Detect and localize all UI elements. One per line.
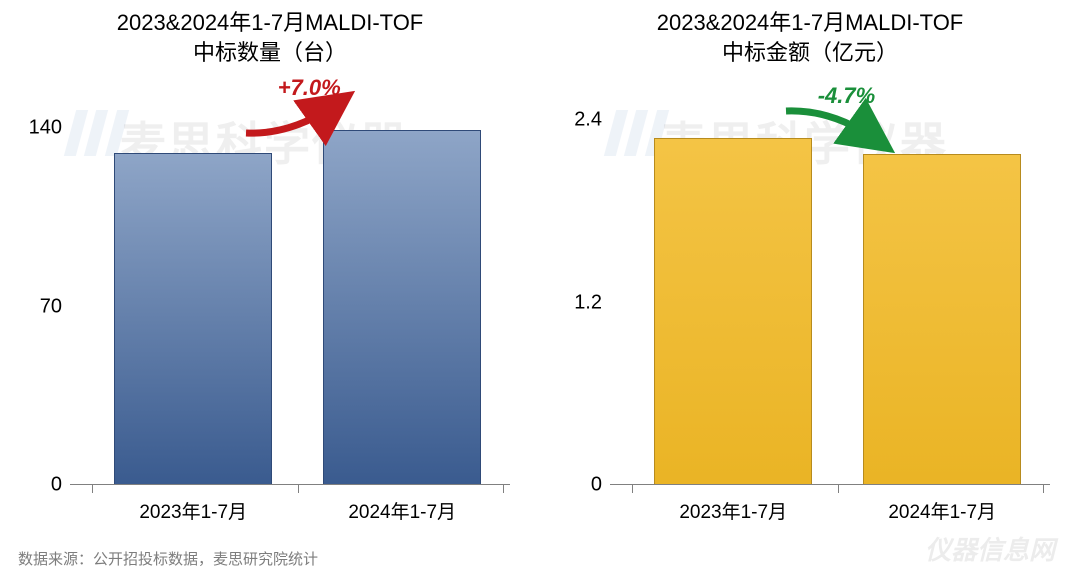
left-xtick-0	[92, 485, 93, 493]
left-category-0: 2023年1-7月	[139, 497, 247, 524]
left-xtick-1	[298, 485, 299, 493]
left-bar-2024	[323, 130, 481, 484]
left-ytick-2: 140	[29, 117, 62, 140]
charts-row: 2023&2024年1-7月MALDI-TOF 中标数量（台） 麦思科学仪器 0…	[0, 0, 1080, 540]
right-arrow-down-icon	[778, 101, 898, 151]
right-ytick-2: 2.4	[574, 109, 602, 132]
right-xtick-0	[632, 485, 633, 493]
left-arrow-up-icon	[238, 93, 358, 143]
left-x-axis	[70, 484, 510, 485]
right-x-axis	[610, 484, 1050, 485]
right-bar-2024	[863, 154, 1021, 484]
left-ytick-0: 0	[51, 474, 62, 497]
left-title-line2: 中标数量（台）	[193, 40, 347, 65]
left-ytick-1: 70	[40, 295, 62, 318]
left-plot-area: 0 70 140 2023年1-7月 2024年1-7月 +7.0%	[70, 90, 510, 485]
left-chart-title: 2023&2024年1-7月MALDI-TOF 中标数量（台）	[0, 8, 540, 67]
left-xtick-2	[503, 485, 504, 493]
left-title-line1: 2023&2024年1-7月MALDI-TOF	[117, 10, 424, 35]
left-category-1: 2024年1-7月	[348, 497, 456, 524]
left-chart-panel: 2023&2024年1-7月MALDI-TOF 中标数量（台） 麦思科学仪器 0…	[0, 0, 540, 540]
source-note: 数据来源：公开招投标数据，麦思研究院统计	[18, 548, 318, 569]
right-bar-2023	[654, 138, 812, 484]
right-ytick-1: 1.2	[574, 291, 602, 314]
left-bar-2023	[114, 153, 272, 484]
right-chart-title: 2023&2024年1-7月MALDI-TOF 中标金额（亿元）	[540, 8, 1080, 67]
right-ytick-0: 0	[591, 474, 602, 497]
right-title-line2: 中标金额（亿元）	[722, 40, 898, 65]
right-plot-area: 0 1.2 2.4 2023年1-7月 2024年1-7月 -4.7%	[610, 90, 1050, 485]
right-xtick-2	[1043, 485, 1044, 493]
right-xtick-1	[838, 485, 839, 493]
right-chart-panel: 2023&2024年1-7月MALDI-TOF 中标金额（亿元） 麦思科学仪器 …	[540, 0, 1080, 540]
right-category-0: 2023年1-7月	[679, 497, 787, 524]
right-category-1: 2024年1-7月	[888, 497, 996, 524]
right-title-line1: 2023&2024年1-7月MALDI-TOF	[657, 10, 964, 35]
